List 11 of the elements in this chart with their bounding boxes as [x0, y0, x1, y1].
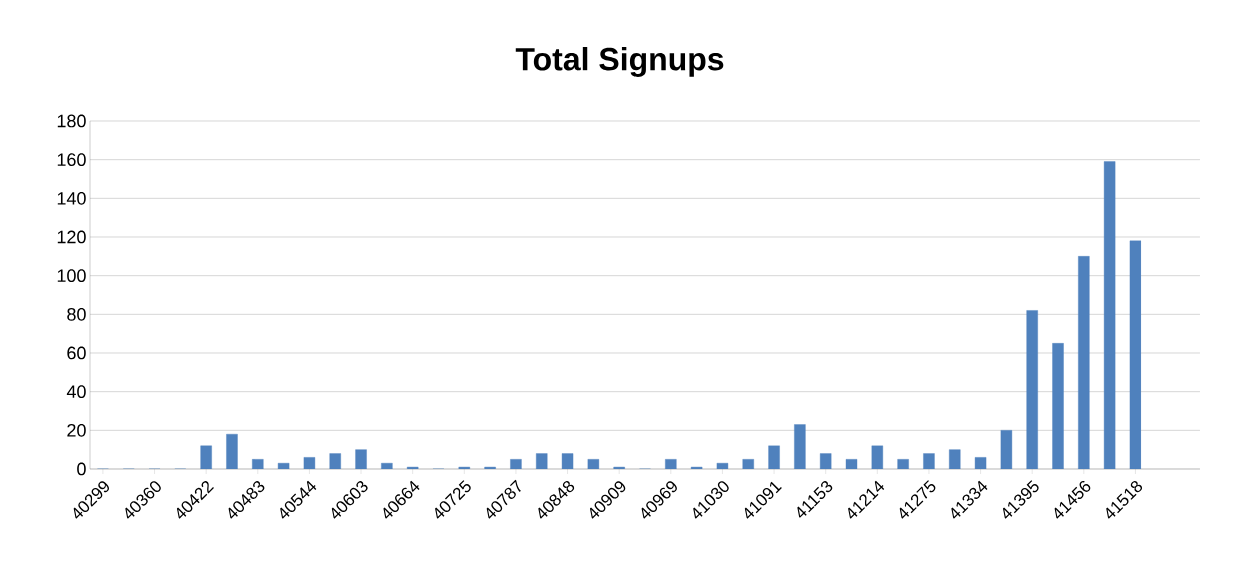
chart-title: Total Signups — [515, 47, 724, 77]
y-tick-label: 180 — [57, 114, 86, 128]
y-tick-label: 20 — [67, 423, 86, 437]
y-tick-label: 0 — [77, 462, 86, 476]
y-tick-label: 140 — [57, 191, 86, 205]
y-tick-label: 120 — [57, 230, 86, 244]
y-tick-label: 40 — [66, 385, 86, 399]
y-tick-label: 60 — [67, 346, 86, 360]
y-tick-label: 80 — [67, 307, 86, 321]
y-tick-label: 160 — [57, 153, 86, 167]
y-tick-label: 100 — [57, 269, 86, 283]
